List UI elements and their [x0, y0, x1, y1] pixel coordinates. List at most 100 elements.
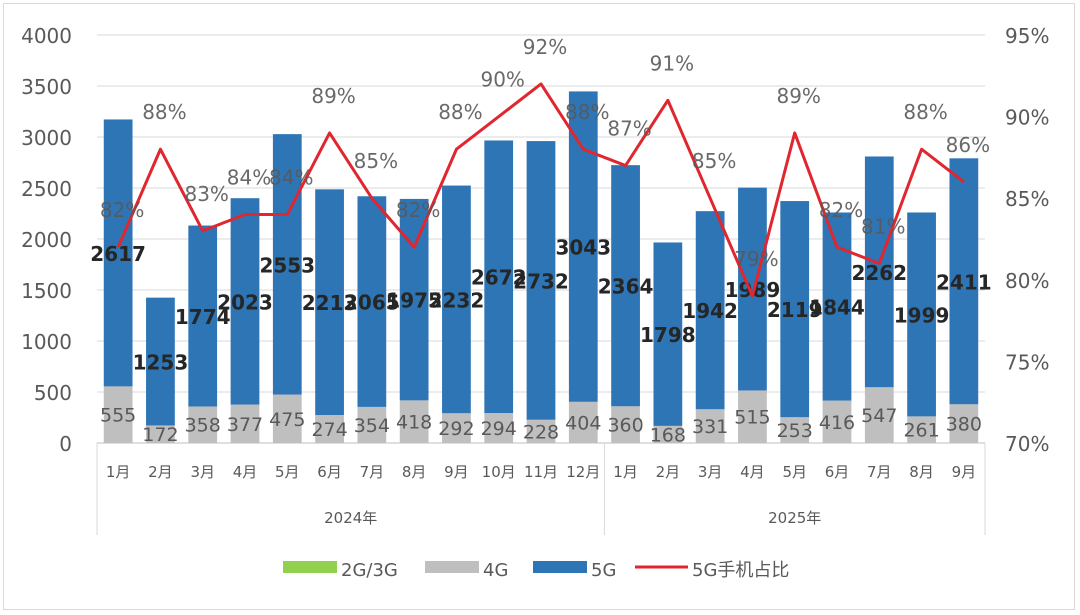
x-tick-label: 9月 — [444, 463, 469, 481]
x-tick-label: 10月 — [482, 463, 516, 481]
y2-tick-label: 75% — [1005, 350, 1049, 374]
y-tick-label: 1500 — [21, 279, 72, 303]
bar-5g — [442, 185, 471, 414]
chart-frame — [3, 3, 1075, 610]
legend-label: 5G — [591, 560, 616, 581]
data-label-share: 91% — [650, 51, 694, 75]
group-label: 2025年 — [768, 509, 821, 527]
data-label-4g: 354 — [354, 415, 390, 437]
x-tick-label: 2月 — [656, 463, 681, 481]
legend-swatch — [533, 561, 587, 573]
y2-tick-label: 70% — [1005, 432, 1049, 456]
y-tick-label: 2500 — [21, 177, 72, 201]
data-label-4g: 274 — [311, 419, 347, 441]
x-tick-label: 9月 — [952, 463, 977, 481]
data-label-5g: 1942 — [682, 299, 738, 323]
data-label-4g: 358 — [185, 415, 221, 437]
x-tick-label: 8月 — [909, 463, 934, 481]
data-label-share: 90% — [480, 68, 524, 92]
data-label-4g: 168 — [650, 424, 686, 446]
data-label-5g: 1844 — [809, 296, 865, 320]
data-label-5g: 1999 — [894, 303, 950, 327]
data-label-share: 84% — [227, 166, 271, 190]
bar-5g — [738, 187, 767, 391]
bar-4g — [399, 400, 429, 443]
bar-4g — [864, 387, 894, 443]
data-label-share: 82% — [396, 198, 440, 222]
data-label-share: 82% — [819, 198, 863, 222]
bar-5g — [146, 297, 175, 426]
data-label-5g: 2065 — [344, 291, 400, 315]
data-label-5g: 2672 — [471, 266, 527, 290]
y2-tick-label: 80% — [1005, 269, 1049, 293]
bar-4g — [653, 425, 683, 443]
x-tick-label: 5月 — [782, 463, 807, 481]
bar-4g — [146, 425, 175, 443]
bar-5g — [484, 140, 514, 414]
bar-5g — [568, 91, 598, 402]
line-5g-share — [116, 82, 965, 298]
data-label-4g: 555 — [100, 405, 136, 427]
data-label-share: 89% — [776, 84, 820, 108]
data-label-4g: 294 — [481, 418, 517, 440]
data-label-share: 88% — [438, 100, 482, 124]
data-label-4g: 292 — [438, 418, 474, 440]
legend-swatch — [425, 561, 479, 573]
data-label-4g: 515 — [734, 407, 770, 429]
legend-label: 4G — [483, 560, 508, 581]
bar-5g — [103, 119, 133, 387]
bar-4g — [949, 404, 979, 443]
x-tick-label: 4月 — [233, 463, 258, 481]
data-label-share: 85% — [354, 149, 398, 173]
data-label-share: 87% — [607, 117, 651, 141]
data-label-share: 89% — [311, 84, 355, 108]
data-label-5g: 2411 — [936, 270, 992, 294]
x-tick-label: 7月 — [867, 463, 892, 481]
bar-4g — [780, 417, 810, 443]
data-label-share: 88% — [903, 100, 947, 124]
data-label-4g: 547 — [861, 405, 897, 427]
x-tick-label: 4月 — [740, 463, 765, 481]
x-tick-label: 2月 — [148, 463, 173, 481]
x-tick-label: 6月 — [825, 463, 850, 481]
x-tick-label: 3月 — [698, 463, 723, 481]
bar-5g — [695, 211, 725, 410]
y-tick-label: 500 — [34, 381, 72, 405]
legend-label: 2G/3G — [341, 560, 398, 581]
x-tick-label: 11月 — [524, 463, 558, 481]
x-tick-label: 12月 — [566, 463, 600, 481]
data-label-4g: 377 — [227, 414, 263, 436]
bar-5g — [780, 201, 810, 418]
data-label-share: 82% — [100, 198, 144, 222]
bar-5g — [864, 156, 894, 388]
data-label-4g: 418 — [396, 412, 432, 434]
bar-4g — [695, 409, 725, 443]
bar-4g — [272, 394, 302, 443]
bar-5g — [188, 225, 218, 407]
bar-4g — [526, 419, 556, 443]
data-label-5g: 2553 — [259, 253, 315, 277]
x-tick-label: 1月 — [613, 463, 638, 481]
bar-4g — [568, 401, 598, 443]
data-label-share: 79% — [734, 247, 778, 271]
bar-4g — [442, 413, 471, 443]
x-tick-label: 1月 — [106, 463, 131, 481]
bar-5g — [272, 134, 302, 395]
bar-4g — [611, 406, 640, 443]
bar-5g — [611, 165, 640, 407]
data-label-share: 85% — [692, 149, 736, 173]
data-label-share: 92% — [523, 35, 567, 59]
data-label-4g: 253 — [777, 420, 813, 442]
data-label-share: 86% — [946, 133, 990, 157]
data-label-5g: 2732 — [513, 269, 569, 293]
data-label-4g: 404 — [565, 412, 601, 434]
legend-label: 5G手机占比 — [692, 560, 789, 581]
data-label-4g: 172 — [142, 424, 178, 446]
bar-4g — [230, 404, 260, 443]
y-tick-label: 3500 — [21, 75, 72, 99]
bar-5g — [357, 196, 387, 407]
data-label-4g: 380 — [946, 414, 982, 436]
bar-5g — [315, 189, 344, 416]
y-tick-label: 2000 — [21, 228, 72, 252]
